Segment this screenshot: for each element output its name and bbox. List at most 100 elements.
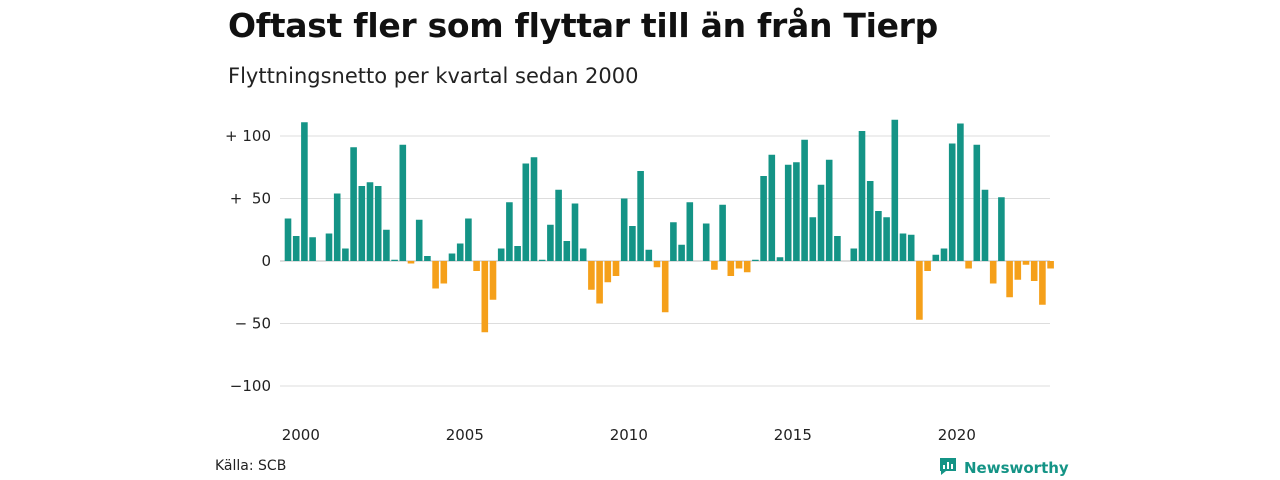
chart-title: Oftast fler som flyttar till än från Tie…: [228, 6, 938, 45]
bar: [866, 181, 874, 261]
bar: [563, 241, 571, 261]
bar: [891, 119, 899, 261]
bar: [752, 259, 759, 261]
bar: [883, 217, 890, 261]
bar: [522, 163, 530, 261]
bar: [760, 176, 767, 261]
bar: [637, 171, 644, 261]
bar: [284, 218, 292, 261]
bar: [948, 143, 956, 261]
brand-name: Newsworthy: [964, 459, 1069, 477]
bar: [825, 159, 833, 261]
bar: [735, 261, 743, 269]
bar: [801, 139, 808, 261]
bar: [965, 261, 972, 269]
bar: [588, 261, 595, 290]
y-tick-label: + 50: [230, 190, 271, 208]
bar: [374, 186, 382, 261]
y-tick-label: − 50: [235, 315, 271, 333]
bar: [719, 204, 726, 261]
bar: [448, 253, 456, 261]
bar: [645, 249, 653, 261]
bar: [998, 197, 1005, 261]
bar: [424, 256, 431, 261]
bar: [899, 233, 907, 261]
chart-subtitle: Flyttningsnetto per kvartal sedan 2000: [228, 64, 639, 88]
bar: [547, 224, 554, 261]
bar: [743, 261, 751, 273]
bar: [678, 244, 685, 261]
bar: [661, 261, 669, 313]
bar: [440, 261, 448, 284]
bar: [932, 254, 940, 261]
bar: [809, 217, 817, 261]
bar: [1006, 261, 1013, 298]
bar: [940, 248, 948, 261]
y-axis-ticks: + 100 + 50 0 − 50 −100: [225, 127, 271, 395]
bar: [834, 236, 841, 261]
x-tick-label: 2015: [774, 426, 812, 444]
bar: [366, 182, 374, 261]
x-axis-ticks: 2000 2005 2010 2015 2020: [282, 426, 976, 444]
bar: [497, 248, 505, 261]
source-note: Källa: SCB: [215, 458, 287, 474]
bar: [432, 261, 439, 289]
bar: [342, 248, 349, 261]
x-tick-label: 2005: [446, 426, 484, 444]
bar: [538, 259, 546, 261]
bar: [571, 203, 579, 261]
bar: [391, 259, 398, 261]
bar: [506, 202, 513, 261]
bar: [465, 218, 472, 261]
bar: [727, 261, 735, 276]
bar: [350, 147, 357, 261]
bar: [333, 193, 341, 261]
bar: [555, 189, 562, 261]
bar: [579, 248, 587, 261]
x-tick-label: 2020: [938, 426, 976, 444]
bar: [1022, 261, 1030, 265]
bar: [653, 261, 661, 268]
newsworthy-logo-icon: [938, 456, 958, 480]
bar: [686, 202, 694, 261]
y-tick-label: + 100: [225, 127, 271, 145]
bar: [514, 246, 521, 261]
bar: [612, 261, 620, 276]
bar: [916, 261, 923, 320]
bar: [358, 186, 366, 261]
x-tick-label: 2010: [610, 426, 648, 444]
bar: [596, 261, 603, 304]
bar: [456, 243, 464, 261]
bar: [301, 122, 308, 261]
bar: [957, 123, 964, 261]
bar: [325, 233, 333, 261]
bars: [284, 119, 1054, 333]
bar: [702, 223, 710, 261]
bar: [604, 261, 612, 283]
brand[interactable]: Newsworthy: [938, 456, 1069, 480]
bar: [481, 261, 489, 333]
bar: [711, 261, 718, 270]
bar: [489, 261, 497, 300]
bar: [858, 131, 866, 261]
y-tick-label: −100: [230, 377, 271, 395]
bar: [981, 189, 989, 261]
bar: [620, 198, 628, 261]
bar: [292, 236, 300, 261]
bar: [473, 261, 480, 271]
bar: [924, 261, 931, 271]
bar: [784, 164, 792, 261]
bar: [1030, 261, 1038, 281]
bar: [309, 237, 316, 261]
bar: [670, 222, 677, 261]
bar: [973, 144, 981, 261]
bar: [989, 261, 997, 284]
bar: [629, 226, 636, 261]
bar: [383, 229, 390, 261]
bar: [850, 248, 858, 261]
bar: [907, 234, 915, 261]
bar: [875, 211, 882, 261]
bar: [1014, 261, 1022, 280]
y-tick-label: 0: [261, 252, 271, 270]
